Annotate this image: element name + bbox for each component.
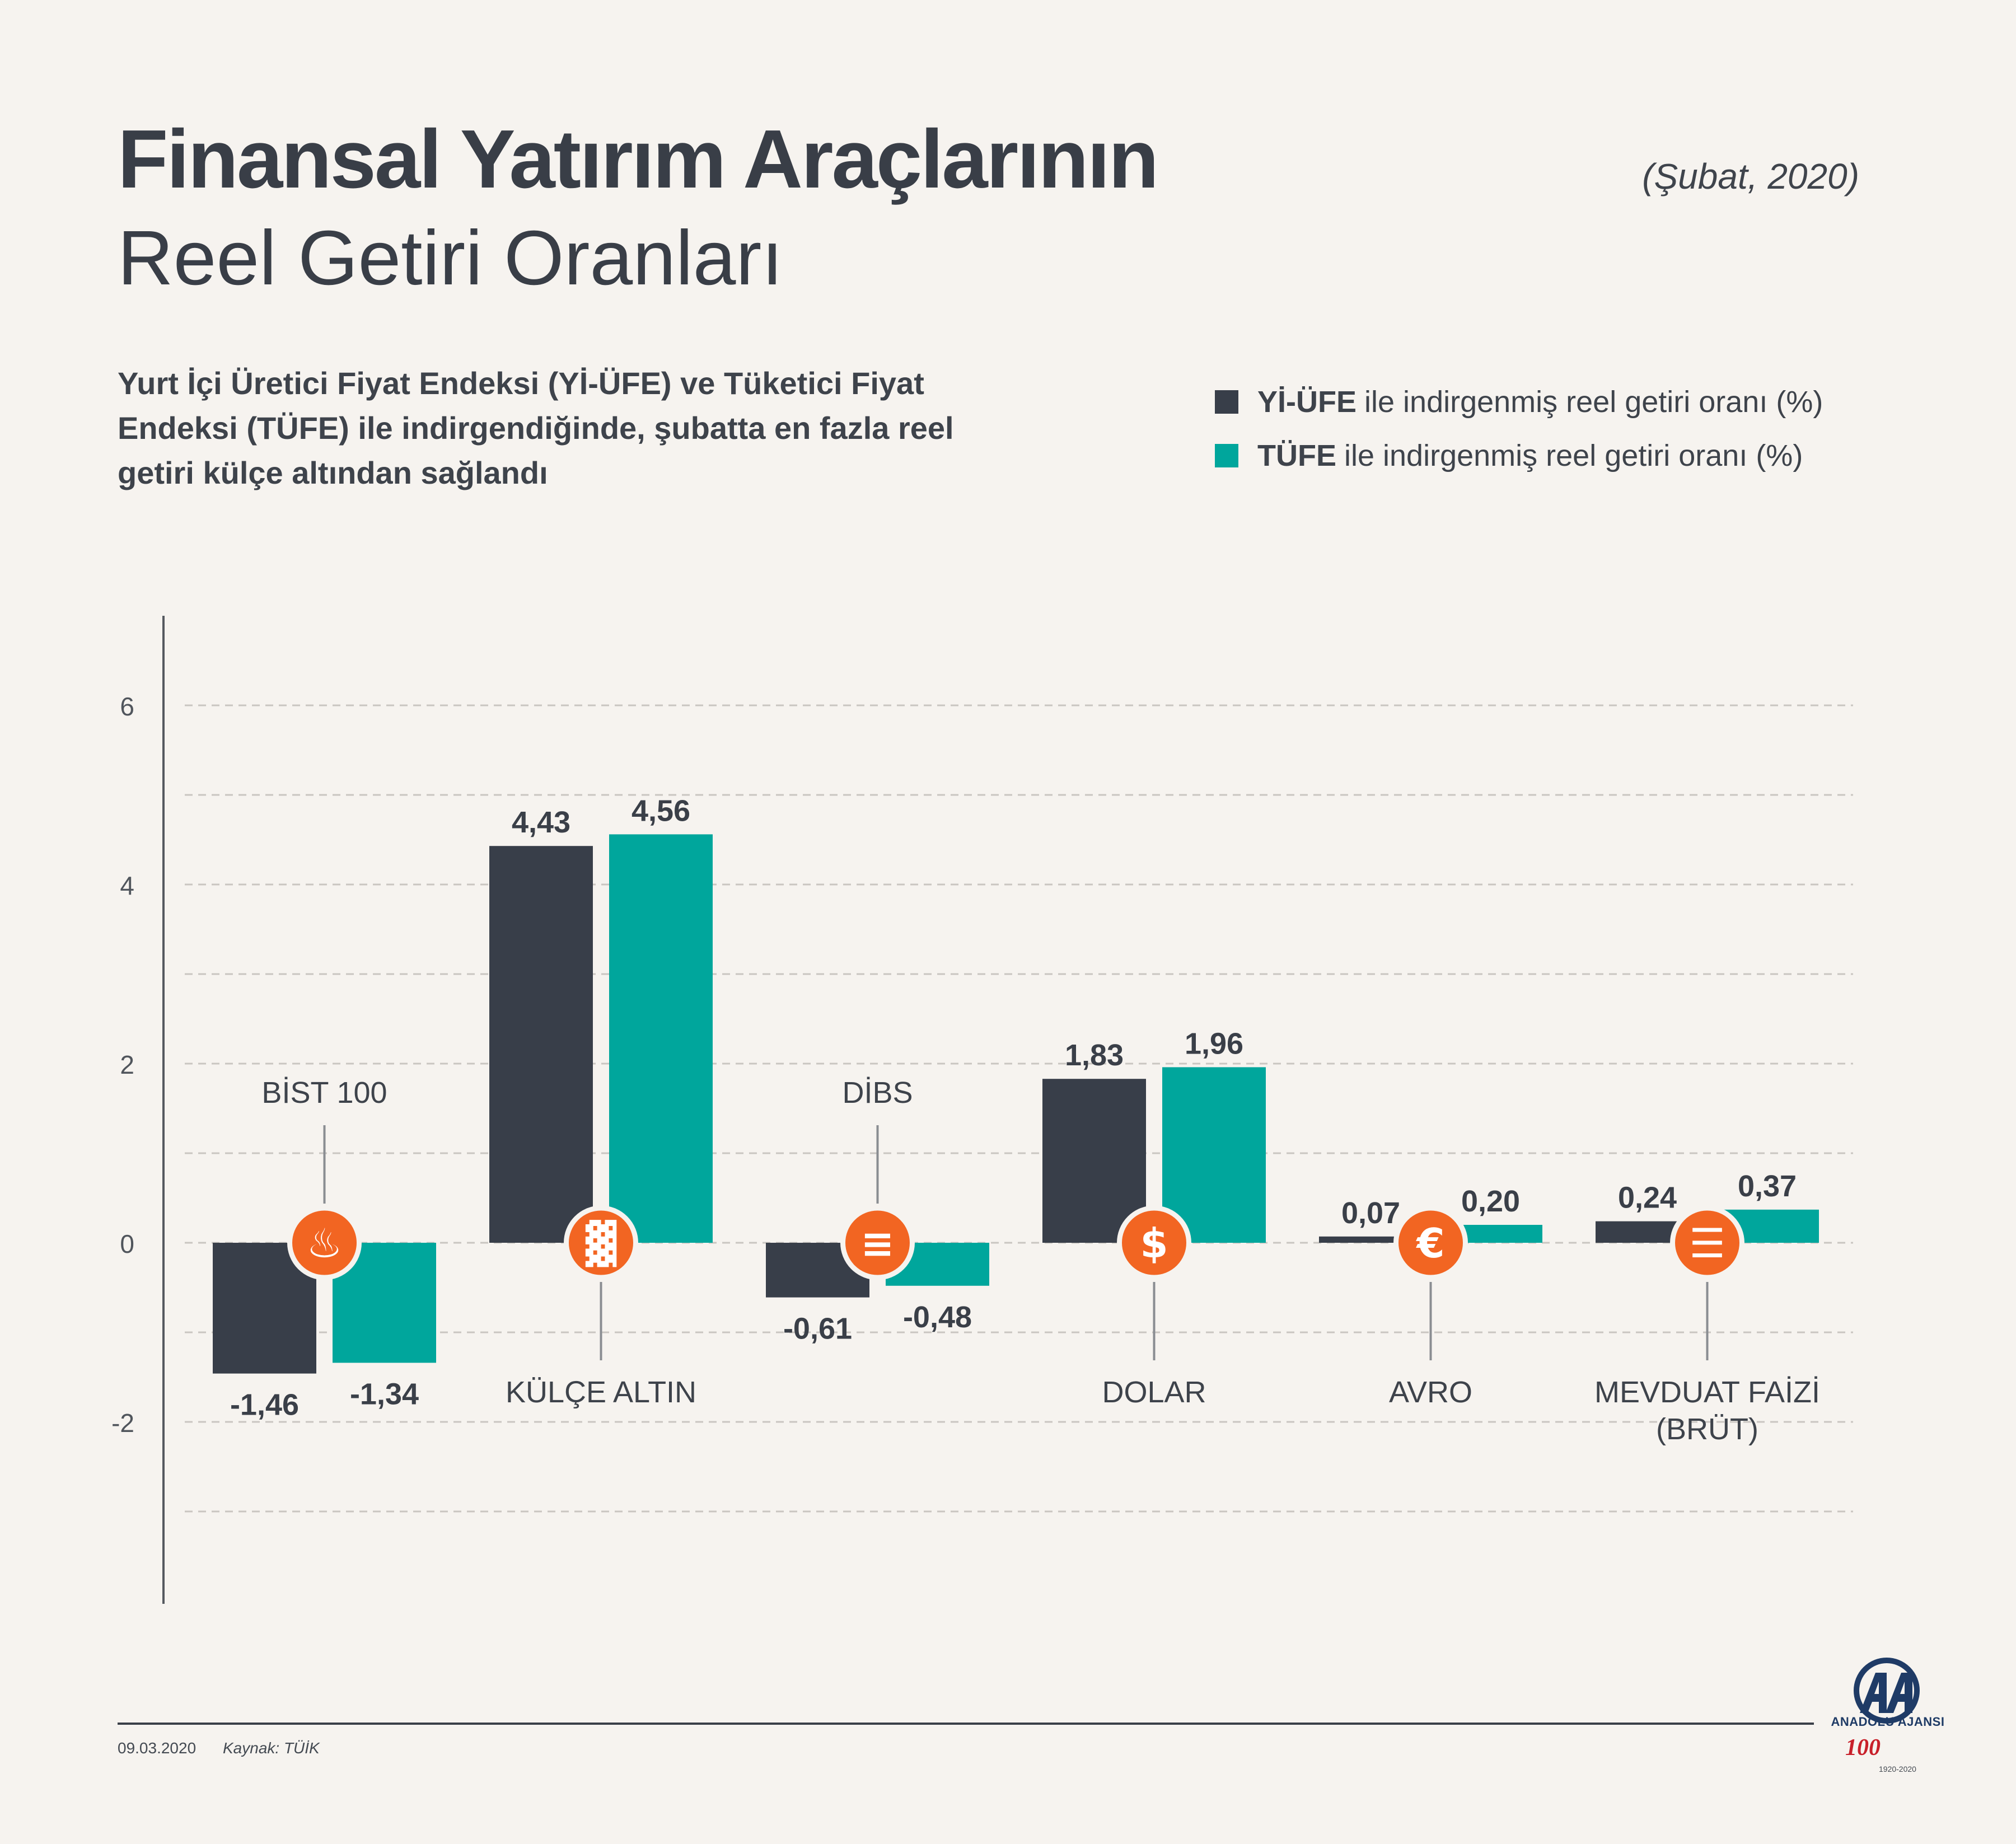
money-stack-icon-glyph: ☰ (1689, 1220, 1725, 1267)
legend-item-yiufe: Yİ-ÜFE ile indirgenmiş reel getiri oranı… (1215, 375, 1823, 429)
category-label: DİBS (842, 1076, 913, 1110)
legend-text-tufe: ile indirgenmiş reel getiri oranı (%) (1344, 439, 1803, 472)
bar-yiufe (1042, 1079, 1146, 1243)
fire-icon (287, 1205, 362, 1280)
category-label: AVRO (1389, 1375, 1472, 1409)
data-label: 1,83 (1065, 1038, 1124, 1072)
y-tick-label: 4 (120, 871, 134, 900)
category-label: (BRÜT) (1656, 1412, 1758, 1446)
legend-bold-tufe: TÜFE (1257, 439, 1336, 472)
category-label: MEVDUAT FAİZİ (1594, 1375, 1820, 1409)
bar-yiufe (1319, 1236, 1423, 1243)
y-tick-label: 2 (120, 1050, 134, 1079)
legend-swatch-tufe (1215, 444, 1238, 467)
data-label: 0,20 (1461, 1185, 1520, 1218)
logo-years: 1920-2020 (1879, 1765, 1916, 1773)
euro-icon-glyph: € (1415, 1220, 1444, 1267)
logo-100-years: 100 (1845, 1735, 1881, 1761)
y-tick-label: 6 (120, 692, 134, 721)
data-label: -0,48 (903, 1300, 972, 1334)
category-label: DOLAR (1102, 1375, 1206, 1409)
chart-title: Finansal Yatırım Araçlarının (118, 113, 1159, 205)
data-label: 1,96 (1185, 1027, 1243, 1060)
dollar-icon-glyph: $ (1140, 1220, 1168, 1267)
date-label: (Şubat, 2020) (1642, 156, 1859, 196)
data-label: 0,07 (1341, 1196, 1400, 1230)
legend: Yİ-ÜFE ile indirgenmiş reel getiri oranı… (1215, 375, 1823, 483)
footer-source: Kaynak: TÜİK (223, 1739, 320, 1757)
document-icon (840, 1205, 915, 1280)
chart-subtitle: Yurt İçi Üretici Fiyat Endeksi (Yİ-ÜFE) … (118, 366, 954, 490)
gold-bars-icon-glyph: ▓ (586, 1220, 617, 1267)
logo-text: ANADOLU AJANSI (1831, 1715, 1945, 1729)
document-icon-glyph: ≡ (860, 1220, 894, 1267)
data-label: 4,43 (512, 806, 570, 839)
data-label: -1,34 (350, 1377, 419, 1411)
y-tick-label: 0 (120, 1229, 134, 1258)
euro-icon (1393, 1205, 1468, 1280)
bar-yiufe (489, 846, 593, 1243)
category-label: KÜLÇE ALTIN (506, 1375, 696, 1409)
bar-tufe (1162, 1067, 1266, 1243)
data-label: 0,24 (1618, 1181, 1677, 1215)
data-label: -0,61 (783, 1312, 852, 1346)
legend-swatch-yiufe (1215, 390, 1238, 414)
legend-item-tufe: TÜFE ile indirgenmiş reel getiri oranı (… (1215, 429, 1823, 483)
y-tick-label: -2 (111, 1408, 134, 1438)
gold-bars-icon (564, 1205, 638, 1280)
dollar-icon (1117, 1205, 1191, 1280)
chart-title-second-line: Reel Getiri Oranları (118, 215, 783, 301)
data-label: 4,56 (632, 794, 690, 827)
money-stack-icon (1670, 1205, 1744, 1280)
bar-tufe (609, 834, 713, 1243)
footer-divider (118, 1723, 1814, 1725)
legend-bold-yiufe: Yİ-ÜFE (1257, 385, 1357, 419)
data-label: -1,46 (230, 1388, 299, 1422)
footer-date: 09.03.2020 (118, 1739, 197, 1757)
category-label: BİST 100 (261, 1076, 387, 1110)
fire-icon-glyph: ♨ (306, 1220, 343, 1267)
anadolu-ajansi-logo (1854, 1658, 1920, 1724)
legend-text-yiufe: ile indirgenmiş reel getiri oranı (%) (1364, 385, 1823, 419)
data-label: 0,37 (1738, 1169, 1797, 1203)
